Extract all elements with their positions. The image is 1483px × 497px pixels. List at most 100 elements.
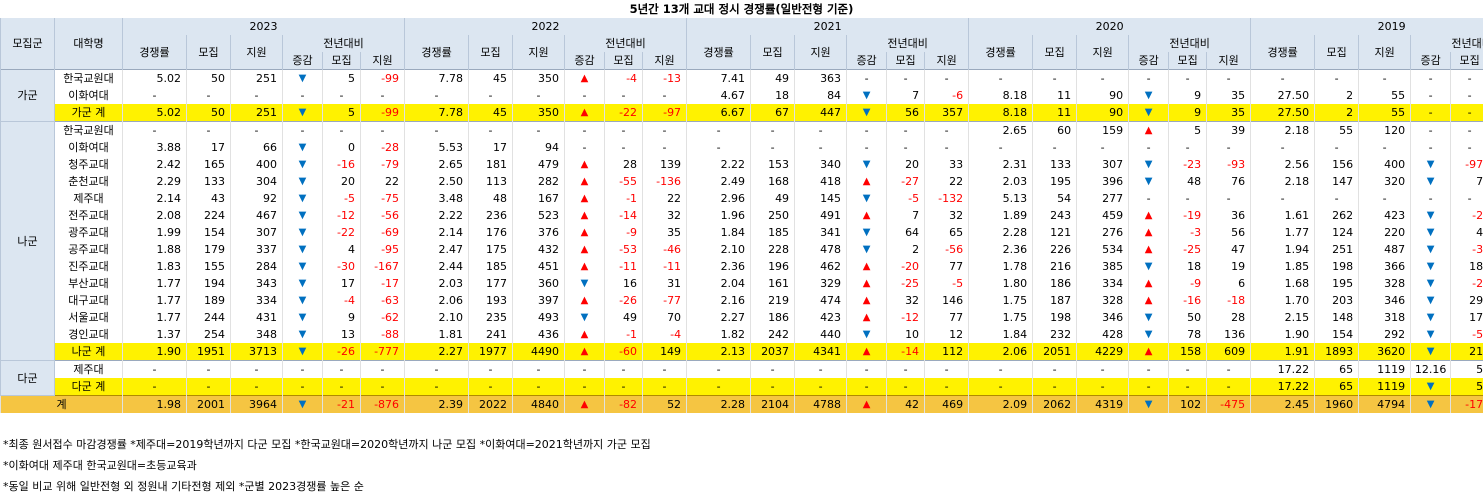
value-cell: - [1359, 70, 1411, 88]
header-col: 경쟁률 [687, 35, 751, 70]
value-cell: 65 [1315, 361, 1359, 379]
value-cell: 343 [231, 275, 283, 292]
change-cell: - [1411, 104, 1451, 122]
decrease-arrow-icon: ▼ [283, 241, 323, 258]
value-cell: - [925, 139, 969, 156]
decrease-arrow-icon: ▼ [1129, 156, 1169, 173]
total-label: 계 [1, 396, 123, 414]
value-cell: - [469, 378, 513, 396]
decrease-arrow-icon: ▼ [1129, 258, 1169, 275]
increase-arrow-icon: ▲ [1129, 343, 1169, 361]
value-cell: -11 [643, 258, 687, 275]
decrease-arrow-icon: ▼ [847, 326, 887, 343]
value-cell: - [1033, 139, 1077, 156]
value-cell: -475 [1207, 396, 1251, 414]
increase-arrow-icon: ▲ [565, 104, 605, 122]
value-cell: 1.96 [687, 207, 751, 224]
value-cell: - [969, 70, 1033, 88]
value-cell: 50 [1169, 309, 1207, 326]
value-cell: - [1169, 190, 1207, 207]
increase-arrow-icon: ▲ [847, 207, 887, 224]
value-cell: -4 [323, 292, 361, 309]
value-cell: -62 [361, 309, 405, 326]
value-cell: 7.41 [687, 70, 751, 88]
value-cell: 2.03 [405, 275, 469, 292]
value-cell: 5.13 [969, 190, 1033, 207]
university-name: 가군 계 [55, 104, 123, 122]
value-cell: 35 [643, 224, 687, 241]
value-cell: 179 [187, 241, 231, 258]
value-cell: 1119 [1359, 378, 1411, 396]
university-name: 경인교대 [55, 326, 123, 343]
value-cell: 48 [1169, 173, 1207, 190]
value-cell: 2.04 [687, 275, 751, 292]
value-cell: 1.77 [1251, 224, 1315, 241]
value-cell: 153 [751, 156, 795, 173]
header-prev-year: 전년대비 [1411, 35, 1483, 52]
value-cell: 193 [469, 292, 513, 309]
value-cell: 428 [1077, 326, 1129, 343]
value-cell: - [361, 378, 405, 396]
decrease-arrow-icon: ▼ [1411, 343, 1451, 361]
increase-arrow-icon: ▲ [1129, 207, 1169, 224]
value-cell: - [323, 122, 361, 140]
increase-arrow-icon: ▲ [847, 173, 887, 190]
value-cell: -14 [887, 343, 925, 361]
value-cell: 187 [1033, 292, 1077, 309]
page-title: 5년간 13개 교대 정시 경쟁률(일반전형 기준) [0, 1, 1483, 17]
value-cell: - [1451, 87, 1483, 104]
increase-arrow-icon: ▲ [1129, 275, 1169, 292]
value-cell: - [187, 378, 231, 396]
value-cell: -53 [605, 241, 643, 258]
value-cell: -3 [1451, 241, 1483, 258]
value-cell: 133 [1033, 156, 1077, 173]
value-cell: - [605, 378, 643, 396]
value-cell: -1 [605, 326, 643, 343]
value-cell: 2.18 [1251, 122, 1315, 140]
value-cell: - [751, 122, 795, 140]
value-cell: 5 [1451, 378, 1483, 396]
group-label: 다군 [1, 361, 55, 396]
increase-arrow-icon: ▲ [565, 241, 605, 258]
value-cell: 5 [323, 70, 361, 88]
value-cell: - [887, 70, 925, 88]
decrease-arrow-icon: ▼ [1129, 309, 1169, 326]
value-cell: 148 [1315, 309, 1359, 326]
value-cell: - [643, 378, 687, 396]
value-cell: 360 [513, 275, 565, 292]
value-cell: - [751, 139, 795, 156]
value-cell: -27 [887, 173, 925, 190]
value-cell: 84 [795, 87, 847, 104]
decrease-arrow-icon: ▼ [283, 207, 323, 224]
decrease-arrow-icon: ▼ [283, 275, 323, 292]
value-cell: 28 [1207, 309, 1251, 326]
value-cell: 4229 [1077, 343, 1129, 361]
value-cell: 2 [1315, 104, 1359, 122]
value-cell: 385 [1077, 258, 1129, 275]
value-cell: 329 [795, 275, 847, 292]
value-cell: 220 [1359, 224, 1411, 241]
value-cell: 4490 [513, 343, 565, 361]
value-cell: 22 [361, 173, 405, 190]
decrease-arrow-icon: ▼ [283, 326, 323, 343]
value-cell: 432 [513, 241, 565, 258]
value-cell: 52 [643, 396, 687, 414]
value-cell: 102 [1169, 396, 1207, 414]
increase-arrow-icon: ▲ [847, 396, 887, 414]
value-cell: - [925, 122, 969, 140]
value-cell: 186 [751, 309, 795, 326]
value-cell: - [1451, 70, 1483, 88]
value-cell: - [405, 361, 469, 379]
value-cell: 33 [925, 156, 969, 173]
decrease-arrow-icon: ▼ [565, 309, 605, 326]
value-cell: -4 [605, 70, 643, 88]
value-cell: 2062 [1033, 396, 1077, 414]
value-cell: - [925, 70, 969, 88]
value-cell: - [187, 122, 231, 140]
value-cell: -55 [605, 173, 643, 190]
increase-arrow-icon: ▲ [565, 190, 605, 207]
value-cell: -77 [643, 292, 687, 309]
